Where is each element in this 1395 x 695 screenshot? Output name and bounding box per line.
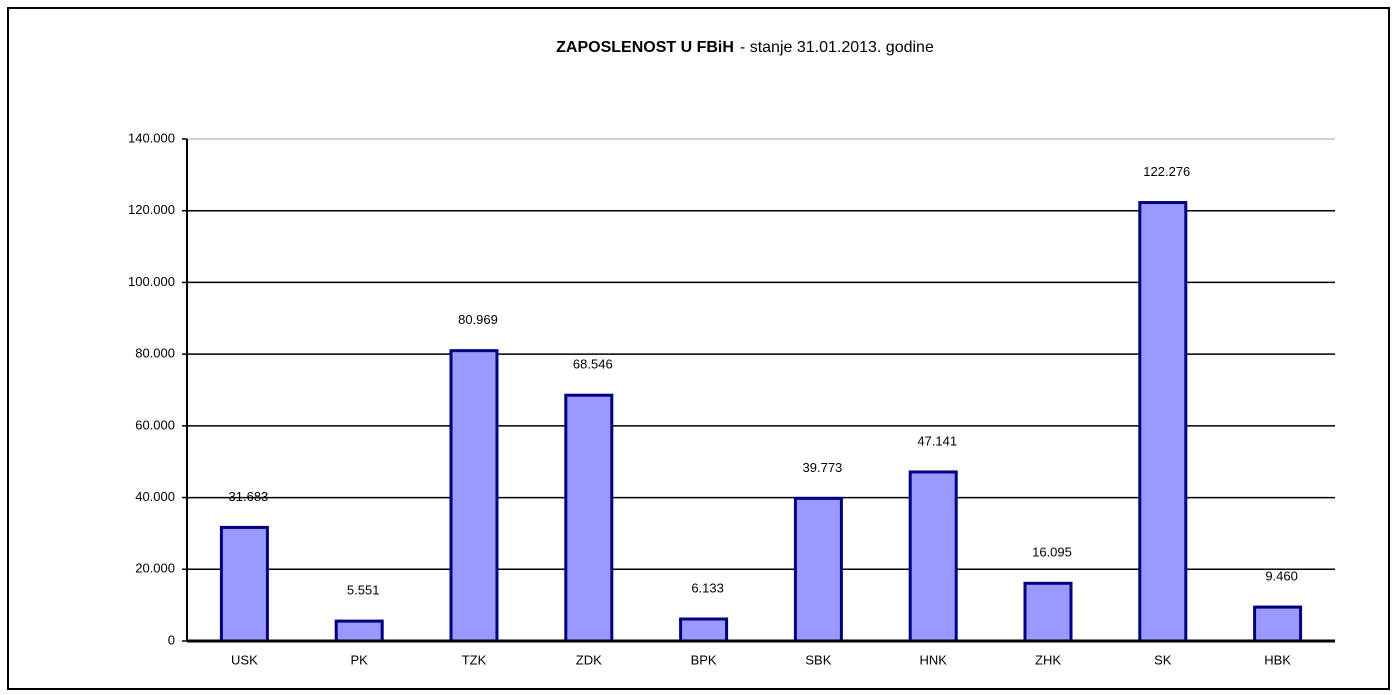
data-label: 80.969 xyxy=(458,312,498,327)
y-tick-label: 100.000 xyxy=(128,274,175,289)
x-tick-label: SBK xyxy=(805,652,831,667)
bar xyxy=(219,525,269,643)
x-tick-label: PK xyxy=(351,652,369,667)
y-tick-label: 60.000 xyxy=(135,417,175,432)
bar xyxy=(564,393,614,643)
bar xyxy=(1138,201,1188,643)
data-label: 39.773 xyxy=(803,460,843,475)
data-label: 16.095 xyxy=(1032,545,1072,560)
y-tick-label: 40.000 xyxy=(135,489,175,504)
y-tick-label: 120.000 xyxy=(128,202,175,217)
chart-title: ZAPOSLENOST U FBiH xyxy=(556,39,734,56)
bar xyxy=(334,619,384,643)
data-label: 6.133 xyxy=(691,580,724,595)
bar xyxy=(793,496,843,643)
x-tick-label: ZDK xyxy=(576,652,602,667)
data-label: 31.683 xyxy=(229,489,269,504)
y-tick-label: 140.000 xyxy=(128,130,175,145)
y-tick-label: 0 xyxy=(168,632,175,647)
x-tick-label: HNK xyxy=(919,652,947,667)
x-tick-label: BPK xyxy=(691,652,717,667)
x-tick-label: USK xyxy=(231,652,258,667)
bar xyxy=(679,617,729,643)
x-tick-label: SK xyxy=(1154,652,1172,667)
y-tick-label: 20.000 xyxy=(135,561,175,576)
chart-subtitle: - stanje 31.01.2013. godine xyxy=(740,39,934,56)
data-label: 5.551 xyxy=(347,583,380,598)
x-tick-label: HBK xyxy=(1264,652,1291,667)
bar xyxy=(449,349,499,643)
y-tick-label: 80.000 xyxy=(135,346,175,361)
x-tick-label: ZHK xyxy=(1035,652,1061,667)
chart-heading: ZAPOSLENOST U FBiH - stanje 31.01.2013. g… xyxy=(556,39,934,56)
data-label: 122.276 xyxy=(1143,164,1190,179)
bar xyxy=(1253,605,1303,643)
data-label: 47.141 xyxy=(917,433,957,448)
data-label: 68.546 xyxy=(573,357,613,372)
bar xyxy=(908,470,958,643)
data-label: 9.460 xyxy=(1265,569,1298,584)
bar xyxy=(1023,581,1073,643)
x-tick-label: TZK xyxy=(462,652,487,667)
